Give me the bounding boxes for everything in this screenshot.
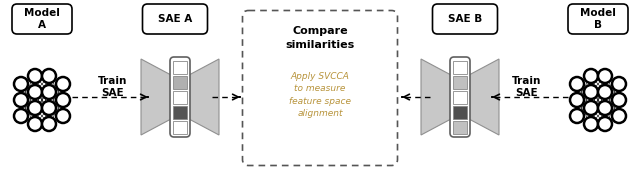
Circle shape — [14, 77, 28, 91]
Circle shape — [42, 69, 56, 83]
Circle shape — [56, 77, 70, 91]
FancyBboxPatch shape — [568, 4, 628, 34]
FancyBboxPatch shape — [453, 76, 467, 89]
FancyBboxPatch shape — [243, 10, 397, 166]
Circle shape — [14, 93, 28, 107]
Circle shape — [56, 109, 70, 123]
Circle shape — [570, 77, 584, 91]
Circle shape — [56, 93, 70, 107]
Circle shape — [28, 117, 42, 131]
FancyBboxPatch shape — [173, 61, 187, 74]
Text: Model
A: Model A — [24, 8, 60, 30]
Circle shape — [612, 109, 626, 123]
Circle shape — [584, 117, 598, 131]
FancyBboxPatch shape — [433, 4, 497, 34]
Circle shape — [42, 101, 56, 115]
Circle shape — [612, 77, 626, 91]
Circle shape — [598, 117, 612, 131]
FancyBboxPatch shape — [173, 76, 187, 89]
Circle shape — [14, 109, 28, 123]
Circle shape — [584, 69, 598, 83]
FancyBboxPatch shape — [173, 121, 187, 134]
Text: Apply SVCCA
to measure
feature space
alignment: Apply SVCCA to measure feature space ali… — [289, 72, 351, 118]
Polygon shape — [189, 59, 219, 135]
Circle shape — [42, 117, 56, 131]
FancyBboxPatch shape — [453, 106, 467, 119]
Text: Train
SAE: Train SAE — [512, 76, 541, 98]
Text: Model
B: Model B — [580, 8, 616, 30]
Circle shape — [598, 101, 612, 115]
Circle shape — [570, 93, 584, 107]
FancyBboxPatch shape — [173, 90, 187, 103]
Circle shape — [28, 85, 42, 99]
Text: Compare
similarities: Compare similarities — [285, 26, 355, 50]
Circle shape — [598, 85, 612, 99]
FancyBboxPatch shape — [173, 106, 187, 119]
Polygon shape — [469, 59, 499, 135]
Circle shape — [28, 69, 42, 83]
Circle shape — [42, 85, 56, 99]
FancyBboxPatch shape — [453, 61, 467, 74]
FancyBboxPatch shape — [450, 57, 470, 137]
FancyBboxPatch shape — [453, 121, 467, 134]
Text: Train
SAE: Train SAE — [99, 76, 128, 98]
FancyBboxPatch shape — [453, 90, 467, 103]
Text: SAE B: SAE B — [448, 14, 482, 24]
Polygon shape — [141, 59, 171, 135]
FancyBboxPatch shape — [12, 4, 72, 34]
Circle shape — [584, 85, 598, 99]
FancyBboxPatch shape — [170, 57, 190, 137]
Text: SAE A: SAE A — [158, 14, 192, 24]
Circle shape — [612, 93, 626, 107]
Circle shape — [570, 109, 584, 123]
FancyBboxPatch shape — [143, 4, 207, 34]
Circle shape — [584, 101, 598, 115]
Circle shape — [28, 101, 42, 115]
Circle shape — [598, 69, 612, 83]
Polygon shape — [421, 59, 451, 135]
